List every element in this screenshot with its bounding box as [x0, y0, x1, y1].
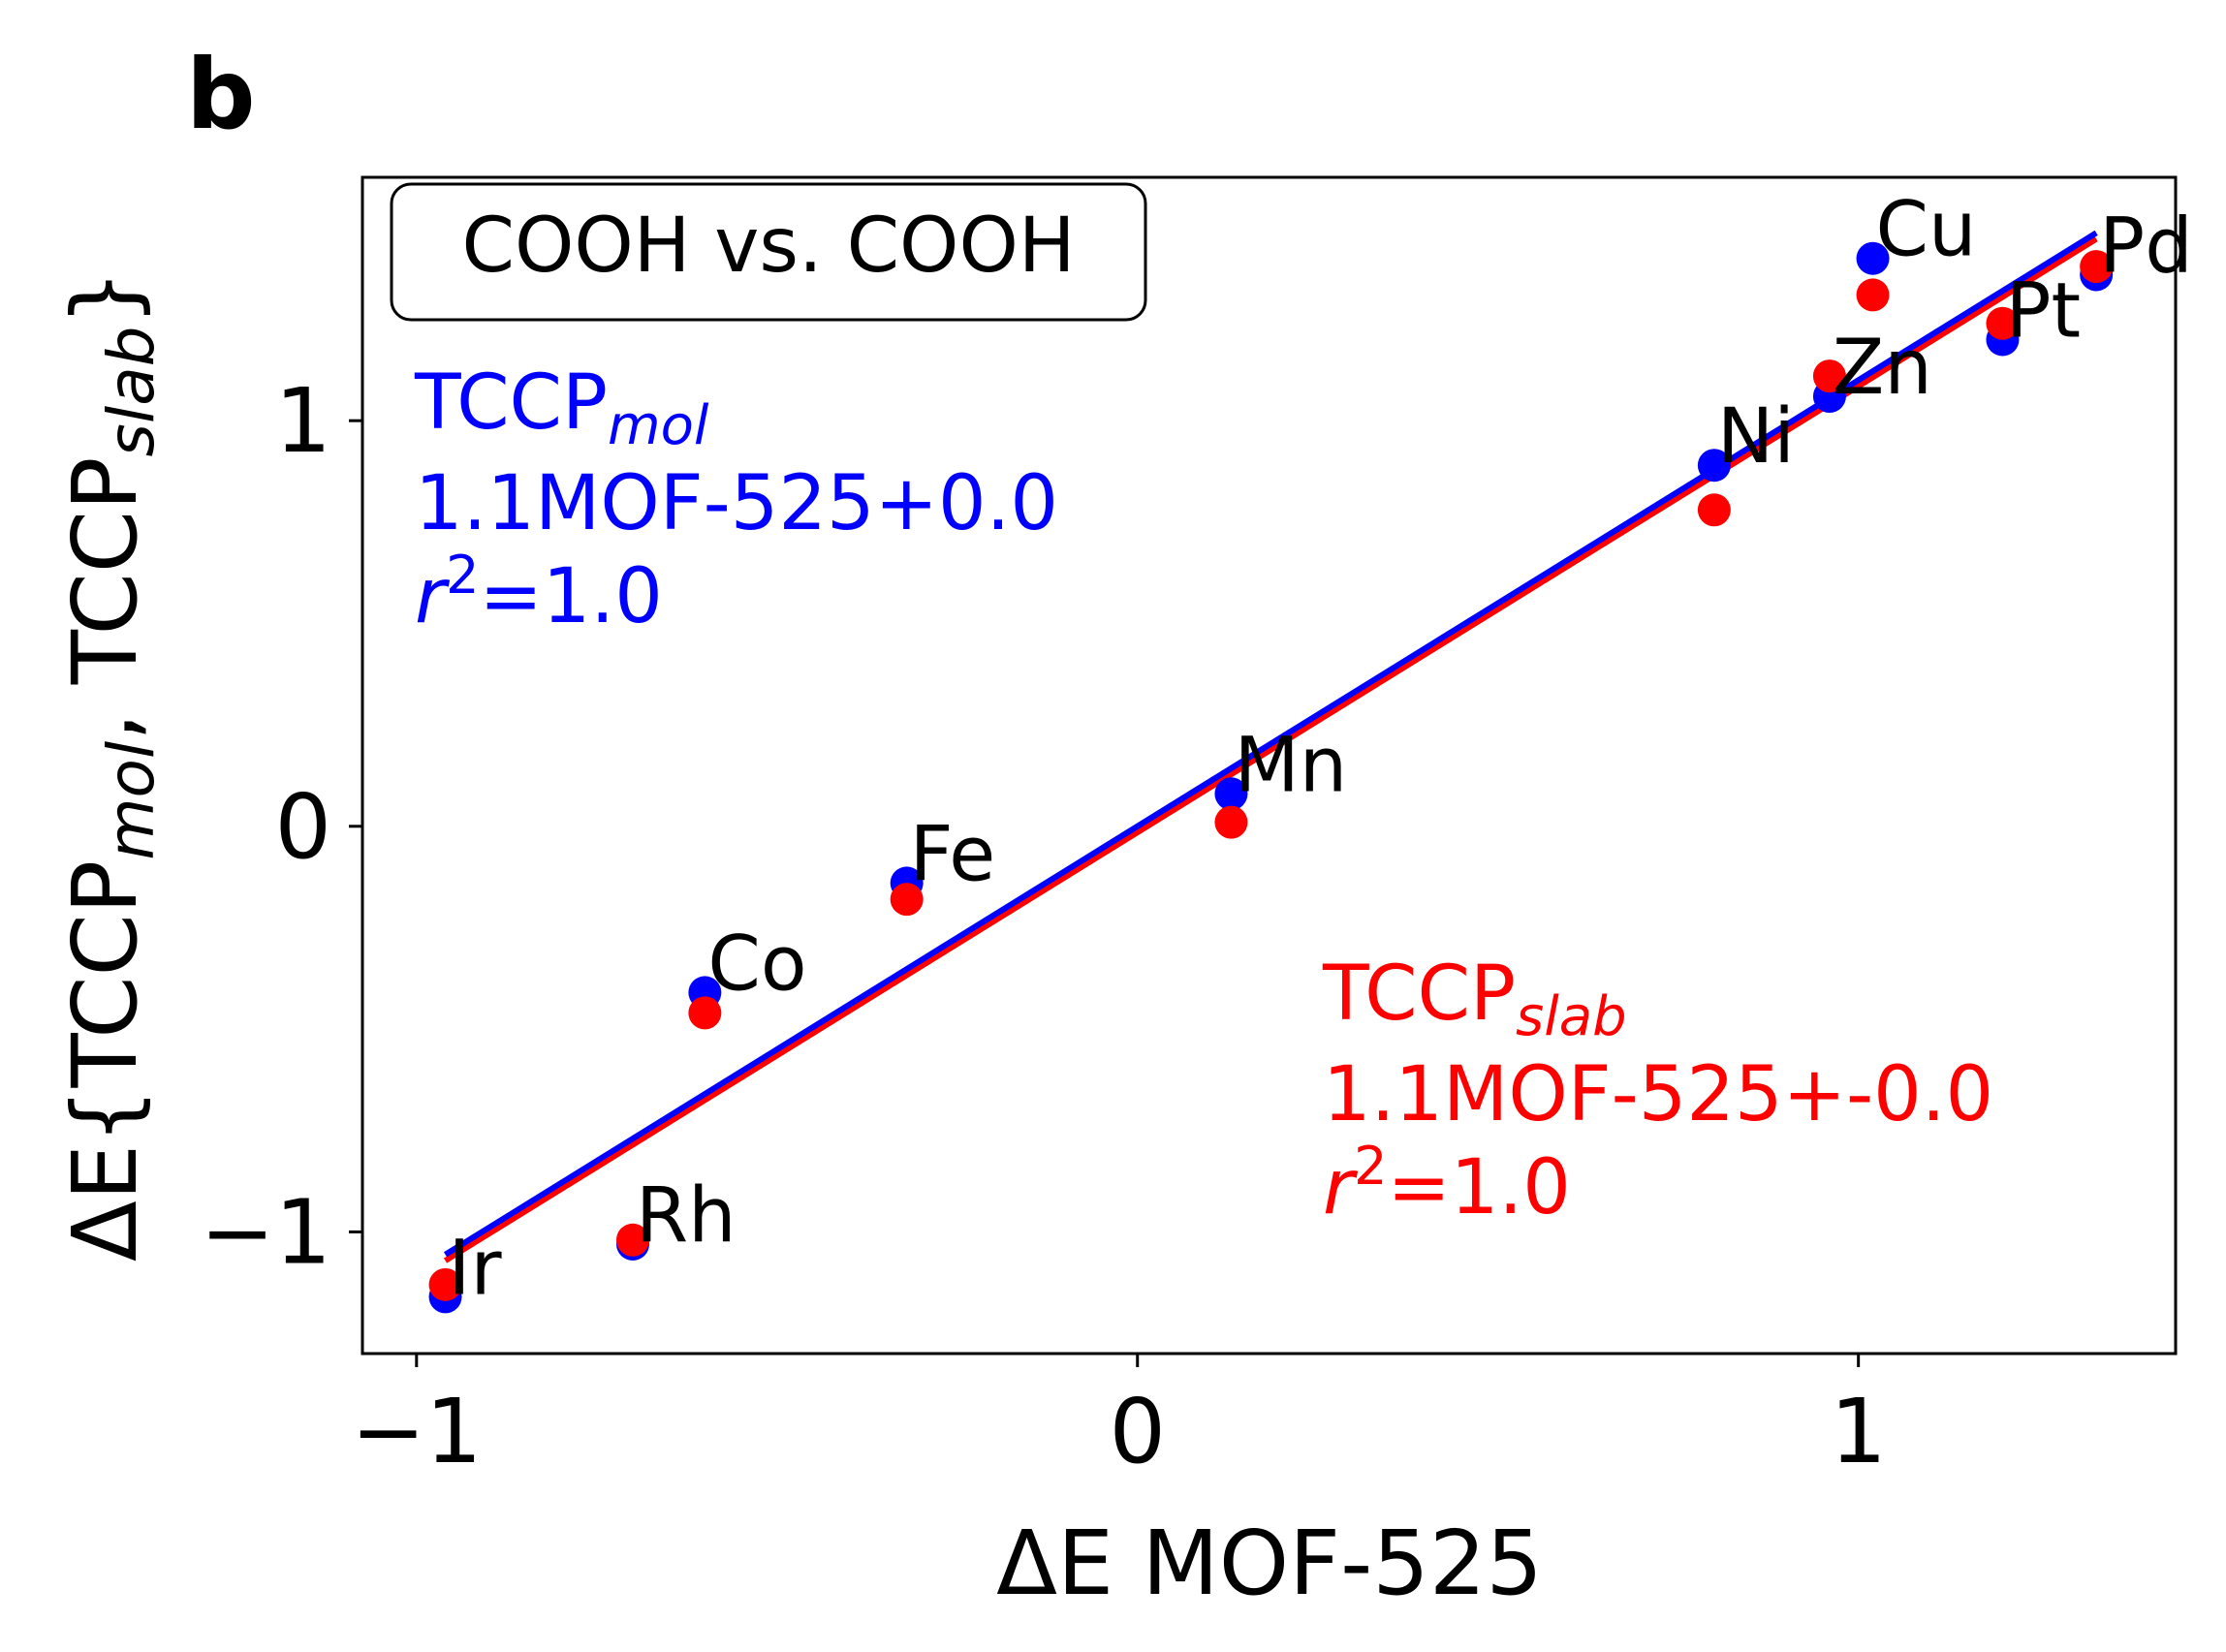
slab-point-pt: [1986, 306, 2020, 340]
plot-area: [361, 175, 2178, 1356]
annotation-box-text: COOH vs. COOH: [462, 203, 1076, 290]
data-points: [428, 241, 2114, 1314]
mol-series-name: TCCP: [414, 359, 608, 447]
x-tick-label: 0: [1109, 1380, 1166, 1483]
point-label-rh: Rh: [636, 1172, 737, 1260]
point-label-cu: Cu: [1876, 187, 1977, 274]
point-label-pt: Pt: [2005, 267, 2081, 355]
mol-r2-value: =1.0: [479, 553, 662, 640]
axis-ticks: −1 0 1 −1 0 1: [200, 369, 1887, 1483]
point-label-pd: Pd: [2099, 203, 2193, 290]
mol-point-mn: [1214, 777, 1248, 811]
slab-series-name: TCCP: [1322, 951, 1516, 1038]
svg-text:r2=1.0: r2=1.0: [1323, 1136, 1571, 1231]
mol-series-subscript: mol: [608, 394, 709, 457]
svg-text:r2=1.0: r2=1.0: [415, 545, 663, 640]
annotation-box: [390, 182, 1147, 322]
point-label-fe: Fe: [910, 811, 996, 898]
x-tick-label: −1: [351, 1380, 483, 1483]
y-tick-label: 1: [274, 369, 331, 473]
point-label-ni: Ni: [1717, 393, 1795, 481]
mol-r2-symbol: r: [415, 553, 451, 640]
slab-point-rh: [615, 1223, 649, 1257]
slab-r2-superscript: 2: [1354, 1136, 1387, 1197]
panel-label: b: [186, 38, 256, 151]
svg-text:TCCPslab: TCCPslab: [1322, 951, 1627, 1048]
mol-fit-annotation: TCCPmol 1.1MOF-525+0.0 r2=1.0: [414, 359, 1058, 640]
svg-text:TCCPmol: TCCPmol: [414, 359, 709, 457]
slab-point-ni: [1697, 493, 1731, 527]
slab-point-pd: [2080, 250, 2114, 284]
slab-r2-value: =1.0: [1387, 1144, 1570, 1231]
mol-point-ni: [1697, 449, 1731, 483]
mol-r2-superscript: 2: [446, 545, 479, 606]
slab-r2-symbol: r: [1323, 1144, 1359, 1231]
slab-point-cu: [1856, 278, 1890, 312]
y-tick-label: 0: [274, 775, 331, 879]
point-label-zn: Zn: [1833, 325, 1932, 412]
slab-point-co: [688, 996, 722, 1030]
point-label-ir: Ir: [449, 1225, 503, 1312]
slab-point-fe: [890, 883, 924, 917]
y-tick-label: −1: [200, 1180, 331, 1284]
point-label-mn: Mn: [1234, 722, 1347, 809]
slab-point-zn: [1812, 359, 1846, 393]
mol-point-cu: [1856, 241, 1890, 275]
slab-fit-annotation: TCCPslab 1.1MOF-525+-0.0 r2=1.0: [1322, 951, 1993, 1231]
slab-fit-equation: 1.1MOF-525+-0.0: [1323, 1051, 1993, 1138]
point-label-co: Co: [707, 920, 806, 1008]
slab-point-mn: [1214, 805, 1248, 839]
y-axis-label: ΔE{TCCPmol, TCCPslab}: [53, 269, 169, 1262]
x-tick-label: 1: [1830, 1380, 1887, 1483]
mol-fit-equation: 1.1MOF-525+0.0: [415, 460, 1058, 547]
slab-point-ir: [428, 1267, 462, 1301]
slab-series-subscript: slab: [1516, 985, 1627, 1048]
x-axis-label: ΔE MOF-525: [996, 1512, 1543, 1615]
